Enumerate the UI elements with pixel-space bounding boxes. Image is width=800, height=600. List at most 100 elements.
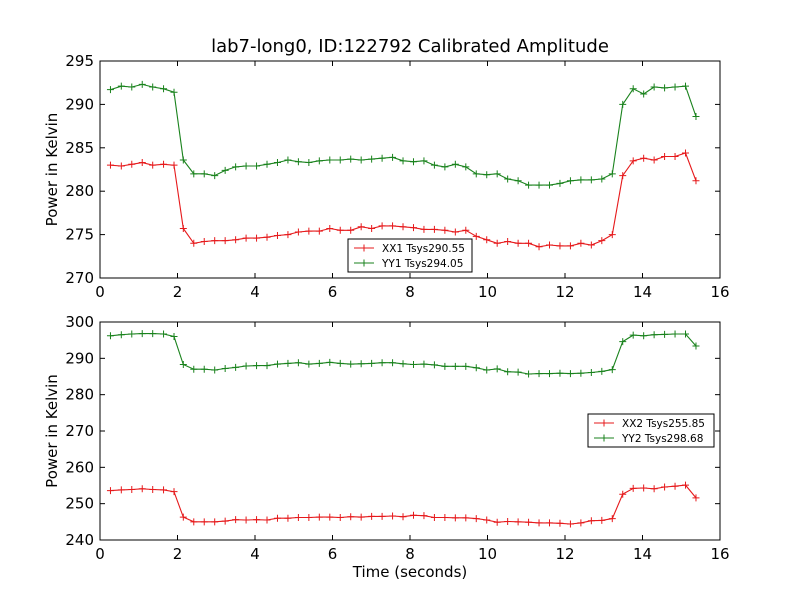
bottom-series-1-point — [546, 370, 553, 378]
bottom-series-0-point — [106, 487, 114, 495]
bottom-series-0-point — [200, 518, 208, 526]
top-legend-marker-1 — [360, 259, 368, 267]
top-series-1-point — [546, 181, 553, 189]
top-series-1-point — [671, 83, 679, 91]
bottom-series-0-point — [692, 494, 700, 502]
bottom-x-tick-label: 16 — [710, 545, 729, 563]
bottom-series-1-point — [170, 333, 178, 341]
top-series-1-point — [619, 100, 627, 108]
top-series-1-point — [692, 113, 700, 121]
top-series-1-point — [160, 85, 168, 93]
top-series-1-point — [347, 155, 355, 163]
top-legend-label-1: YY1 Tsys294.05 — [381, 258, 463, 270]
bottom-series-0-point — [608, 515, 616, 523]
bottom-x-axis-label: Time (seconds) — [352, 563, 468, 581]
bottom-series-1-point — [587, 369, 595, 377]
bottom-series-1-point — [409, 361, 417, 369]
bottom-series-1-point — [577, 369, 585, 377]
top-series-1-point — [357, 156, 365, 164]
bottom-series-0-point — [409, 511, 417, 519]
top-series-0-point — [525, 239, 533, 247]
bottom-series-1-point — [326, 358, 334, 366]
top-x-tick-label: 2 — [173, 283, 183, 301]
top-x-tick-label: 0 — [95, 283, 105, 301]
bottom-series-0-point — [504, 517, 512, 525]
top-series-0-point — [420, 225, 428, 233]
top-series-0-point — [566, 242, 574, 250]
top-series-1-point — [598, 175, 606, 183]
bottom-series-1-point — [368, 359, 376, 367]
bottom-series-0-point — [420, 512, 428, 520]
bottom-series-0-point — [661, 483, 669, 491]
top-series-1-point — [493, 170, 501, 178]
top-series-0-point — [170, 161, 178, 169]
top-series-0-point — [483, 236, 491, 244]
top-y-axis-label: Power in Kelvin — [43, 113, 61, 227]
top-series-1-point — [242, 162, 250, 170]
top-series-1-point — [128, 83, 136, 91]
top-series-1-point — [577, 176, 585, 184]
bottom-series-1-point — [483, 366, 491, 374]
bottom-y-tick-label: 290 — [65, 349, 94, 367]
top-series-1-point — [420, 157, 428, 165]
bottom-legend-box — [587, 413, 715, 448]
bottom-series-line-1 — [110, 333, 697, 375]
top-series-0-point — [441, 226, 449, 234]
bottom-series-0-point — [211, 518, 219, 526]
top-series-1-point — [305, 159, 313, 167]
bottom-series-1-point — [535, 370, 543, 378]
bottom-series-0-point — [221, 517, 229, 525]
bottom-legend-label-1: YY2 Tsys298.68 — [621, 433, 703, 445]
top-series-0-point — [472, 232, 480, 240]
top-series-1-point — [535, 181, 543, 189]
bottom-series-0-point — [682, 481, 690, 489]
top-series-1-point — [472, 170, 480, 178]
top-series-1-point — [650, 83, 658, 91]
bottom-series-0-point — [149, 485, 157, 493]
top-y-tick-label: 280 — [65, 182, 94, 200]
top-series-0-point — [462, 226, 470, 234]
bottom-series-1-point — [504, 368, 512, 376]
bottom-series-1-point — [242, 362, 250, 370]
top-series-1-point — [170, 88, 178, 96]
bottom-x-tick-label: 10 — [478, 545, 497, 563]
bottom-series-1-point — [661, 330, 669, 338]
bottom-series-0-point — [357, 513, 365, 521]
top-series-0-point — [200, 238, 208, 246]
bottom-series-1-point — [179, 361, 187, 369]
top-series-1-point — [451, 160, 459, 168]
bottom-y-tick-label: 300 — [65, 313, 94, 331]
top-series-0-point — [253, 234, 261, 242]
top-x-tick-label: 12 — [555, 283, 574, 301]
top-y-tick-label: 270 — [65, 269, 94, 287]
top-series-1-point — [253, 162, 261, 170]
bottom-series-0-point — [472, 515, 480, 523]
bottom-series-1-point — [221, 365, 229, 373]
top-series-1-point — [682, 82, 690, 90]
top-series-0-point — [629, 157, 637, 165]
top-series-0-point — [692, 177, 700, 185]
top-series-0-point — [315, 227, 323, 235]
bottom-series-1-point — [160, 330, 168, 338]
top-series-1-point — [315, 157, 323, 165]
bottom-series-0-point — [430, 513, 438, 521]
top-series-1-point — [326, 156, 334, 164]
top-series-1-point — [368, 155, 376, 163]
top-series-1-point — [294, 158, 302, 166]
top-series-0-point — [451, 228, 459, 236]
bottom-x-tick-label: 2 — [173, 545, 183, 563]
bottom-series-0-point — [315, 513, 323, 521]
top-series-1-point — [336, 156, 344, 164]
bottom-series-0-point — [128, 485, 136, 493]
bottom-series-1-point — [253, 362, 261, 370]
bottom-series-0-point — [326, 513, 334, 521]
top-series-1-point — [661, 84, 669, 92]
bottom-x-tick-label: 6 — [328, 545, 338, 563]
bottom-series-0-point — [493, 518, 501, 526]
bottom-x-tick-label: 0 — [95, 545, 105, 563]
top-y-tick-label: 275 — [65, 226, 94, 244]
bottom-series-1-point — [263, 362, 271, 370]
bottom-series-0-point — [514, 518, 522, 526]
bottom-series-0-point — [535, 519, 543, 527]
bottom-y-axis-label: Power in Kelvin — [43, 374, 61, 488]
